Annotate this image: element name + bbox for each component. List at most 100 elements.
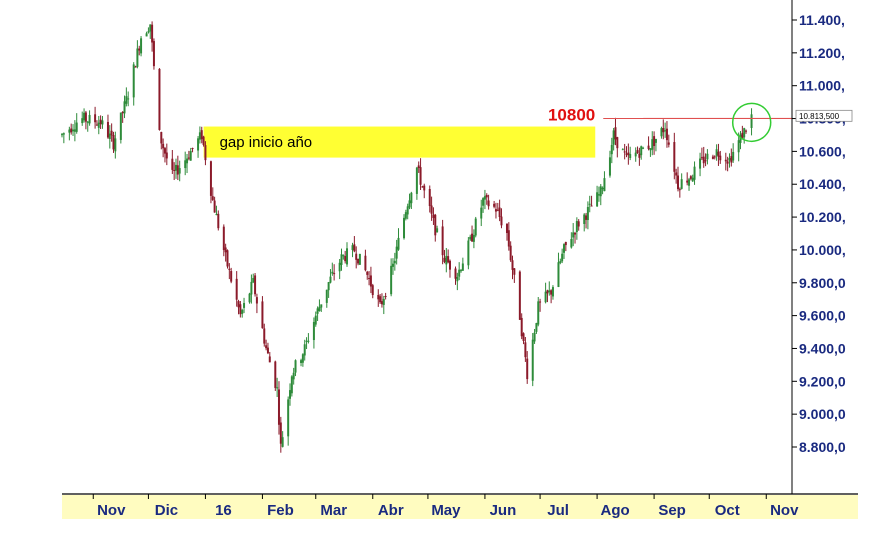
- candle-body: [533, 332, 536, 342]
- candle-body: [255, 297, 258, 304]
- candle-body: [689, 176, 692, 179]
- candle-body: [147, 31, 150, 33]
- candle-body: [384, 296, 387, 298]
- x-tick-label: Jun: [490, 502, 517, 519]
- candle-body: [106, 121, 109, 138]
- candle-body: [649, 148, 652, 151]
- candle-body: [379, 296, 382, 303]
- candle-body: [603, 178, 606, 192]
- candle-body: [320, 304, 323, 308]
- candle-body: [73, 129, 76, 132]
- candle-body: [493, 203, 496, 207]
- y-tick-label: 9.200,0: [799, 373, 846, 389]
- candle-body: [494, 209, 497, 212]
- candle-body: [123, 101, 126, 114]
- candle-body: [676, 175, 679, 190]
- x-tick-label: Ago: [601, 502, 630, 519]
- candle-body: [263, 328, 266, 344]
- candle-body: [327, 282, 330, 291]
- candle-body: [112, 135, 115, 150]
- candle-body: [546, 290, 549, 294]
- candle-body: [83, 112, 86, 121]
- candle-body: [70, 128, 73, 133]
- candle-body: [520, 317, 523, 337]
- candle-body: [136, 48, 139, 67]
- candle-body: [458, 269, 461, 277]
- candle-body: [570, 239, 573, 248]
- candle-body: [577, 221, 580, 227]
- candle-body: [289, 390, 292, 399]
- candle-body: [127, 98, 130, 100]
- candle-body: [97, 122, 100, 128]
- candle-body: [706, 153, 709, 160]
- candle-body: [586, 207, 589, 221]
- candle-body: [419, 167, 422, 185]
- candle-body: [235, 278, 238, 300]
- candle-body: [711, 156, 714, 159]
- candle-body: [531, 339, 534, 381]
- candle-body: [524, 342, 527, 358]
- candle-body: [443, 257, 446, 262]
- candle-body: [636, 150, 639, 154]
- candle-body: [410, 192, 413, 204]
- candle-body: [436, 228, 439, 233]
- gap-zone-label: gap inicio año: [220, 134, 313, 151]
- candle-body: [331, 271, 334, 274]
- gap-zone-band: [203, 126, 596, 158]
- candle-body: [507, 230, 510, 247]
- candle-body: [292, 372, 295, 380]
- x-tick-label: Nov: [97, 502, 126, 519]
- candle-body: [239, 304, 242, 315]
- y-tick-label: 8.800,0: [799, 439, 846, 455]
- candle-body: [702, 156, 705, 164]
- candle-body: [456, 277, 459, 282]
- candle-body: [724, 159, 727, 162]
- candle-body: [342, 255, 345, 257]
- candle-body: [739, 134, 742, 143]
- candle-body: [163, 148, 166, 154]
- candle-body: [217, 213, 220, 229]
- candle-body: [750, 114, 753, 128]
- candle-body: [200, 130, 203, 140]
- candle-body: [417, 165, 420, 169]
- candle-body: [94, 114, 97, 123]
- candle-body: [700, 157, 703, 159]
- candle-body: [726, 161, 729, 164]
- candle-body: [430, 205, 433, 214]
- candle-body: [511, 260, 514, 270]
- candle-body: [715, 149, 718, 156]
- y-tick-label: 9.400,0: [799, 340, 846, 356]
- candle-body: [654, 138, 657, 143]
- candle-body: [564, 241, 567, 246]
- x-tick-label: May: [431, 502, 461, 519]
- x-tick-label: Nov: [770, 502, 799, 519]
- resistance-level-label: 10800: [548, 106, 595, 125]
- candle-body: [81, 118, 84, 124]
- candle-body: [640, 146, 643, 156]
- candle-body: [187, 157, 190, 159]
- candle-body: [522, 333, 525, 341]
- candle-body: [496, 209, 499, 211]
- candle-body: [254, 275, 257, 295]
- candle-body: [228, 268, 231, 270]
- candle-body: [316, 308, 319, 314]
- candle-body: [329, 276, 332, 283]
- candle-body: [86, 121, 89, 123]
- candle-body: [680, 179, 683, 189]
- candle-body: [189, 151, 192, 161]
- candle-body: [596, 192, 599, 207]
- candle-body: [673, 142, 676, 172]
- candle-body: [274, 361, 277, 388]
- candle-body: [537, 301, 540, 325]
- candle-body: [745, 130, 748, 132]
- candle-body: [642, 147, 645, 149]
- x-tick-label: 16: [215, 502, 232, 519]
- y-tick-label: 9.000,0: [799, 406, 846, 422]
- candle-body: [675, 172, 678, 176]
- y-tick-label: 11.400,: [799, 12, 845, 28]
- candle-body: [393, 260, 396, 264]
- candle-body: [621, 149, 624, 151]
- candle-body: [173, 169, 176, 172]
- candle-body: [72, 129, 75, 132]
- candle-body: [544, 291, 547, 303]
